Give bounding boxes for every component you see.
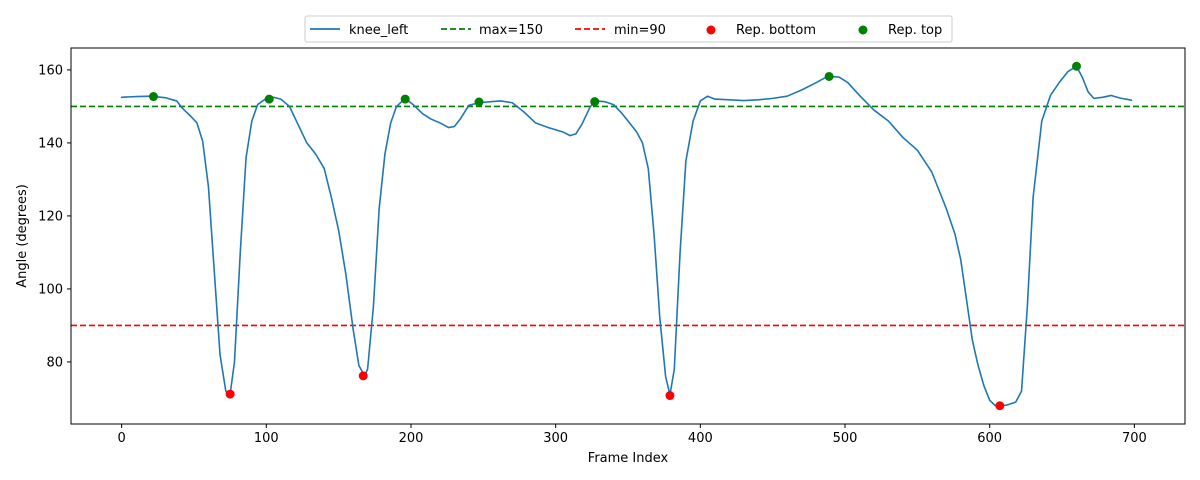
legend-swatch-rep-top — [858, 25, 868, 35]
x-axis-ticks: 0 100 200 300 400 500 600 700 — [117, 424, 1147, 446]
x-tick-label: 500 — [833, 431, 858, 446]
axes-frame — [70, 47, 1186, 425]
x-tick-label: 100 — [254, 431, 279, 446]
y-tick-label: 100 — [38, 282, 63, 297]
legend-label-knee-left: knee_left — [349, 23, 408, 38]
x-tick-label: 400 — [688, 431, 713, 446]
rep-top-marker — [1071, 61, 1081, 71]
legend-swatch-rep-bottom — [706, 25, 716, 35]
x-tick-label: 600 — [977, 431, 1002, 446]
y-tick-label: 160 — [38, 63, 63, 78]
rep-top-marker — [824, 71, 834, 81]
rep-top-marker — [148, 92, 158, 102]
x-tick-label: 300 — [543, 431, 568, 446]
rep-bottom-marker — [225, 389, 235, 399]
x-tick-label: 700 — [1122, 431, 1147, 446]
legend: knee_left max=150 min=90 Rep. bottom Rep… — [304, 15, 953, 43]
y-axis-ticks: 80 100 120 140 160 — [38, 63, 71, 370]
y-tick-label: 80 — [46, 355, 63, 370]
y-tick-label: 120 — [38, 209, 63, 224]
rep-bottom-marker — [665, 391, 675, 401]
x-tick-label: 0 — [117, 431, 125, 446]
rep-top-marker — [590, 97, 600, 107]
rep-top-marker — [264, 94, 274, 104]
rep-bottom-marker — [358, 371, 368, 381]
rep-top-marker — [474, 97, 484, 107]
rep-top-marker — [400, 94, 410, 104]
plot-area — [71, 61, 1185, 411]
x-tick-label: 200 — [399, 431, 424, 446]
legend-label-max-line: max=150 — [479, 23, 543, 38]
legend-label-rep-bottom: Rep. bottom — [736, 23, 816, 38]
y-axis-label: Angle (degrees) — [15, 184, 30, 288]
legend-label-min-line: min=90 — [614, 23, 666, 38]
rep-bottom-marker — [995, 401, 1005, 411]
x-axis-label: Frame Index — [588, 451, 669, 466]
legend-box — [304, 15, 953, 43]
y-tick-label: 140 — [38, 136, 63, 151]
series-line-knee-left — [120, 65, 1133, 407]
legend-label-rep-top: Rep. top — [888, 23, 942, 38]
